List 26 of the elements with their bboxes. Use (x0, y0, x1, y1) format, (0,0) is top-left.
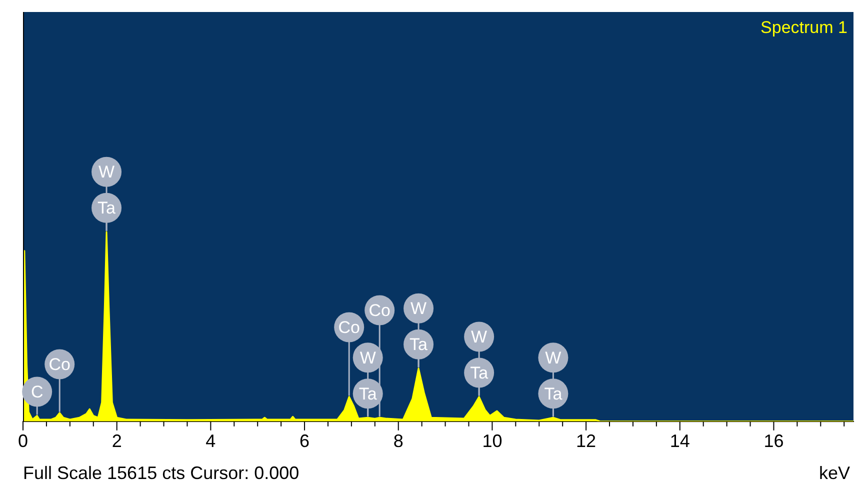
annotation: W (410, 299, 427, 318)
x-tick-label: 8 (393, 431, 404, 452)
annotation: W (471, 327, 488, 346)
annotation: Ta (410, 335, 428, 354)
x-tick-label: 0 (18, 431, 28, 452)
x-tick-label: 16 (764, 431, 784, 452)
x-tick-label: 14 (670, 431, 690, 452)
annotation: Ta (98, 198, 116, 218)
annotation: Co (368, 300, 390, 320)
annotation: Ta (358, 384, 378, 404)
annotation: W (545, 348, 562, 368)
annotation: Ta (470, 363, 489, 382)
annotation: Ta (544, 384, 563, 404)
x-tick-label: 6 (300, 431, 310, 452)
text: Full Scale 15615 cts Cursor: 0.000 (23, 462, 300, 483)
annotation: Co (338, 318, 360, 337)
x-tick-label: 4 (206, 431, 216, 452)
annotation: W (98, 162, 115, 182)
chart-title: Spectrum 1 (760, 18, 848, 38)
annotation: C (30, 382, 44, 402)
annotation: W (360, 348, 376, 368)
x-tick-label: 10 (482, 431, 502, 452)
annotation: Co (48, 354, 70, 374)
x-tick-label: 2 (112, 431, 122, 452)
x-tick-label: 12 (576, 431, 596, 452)
x-axis-title: keV (818, 462, 850, 483)
